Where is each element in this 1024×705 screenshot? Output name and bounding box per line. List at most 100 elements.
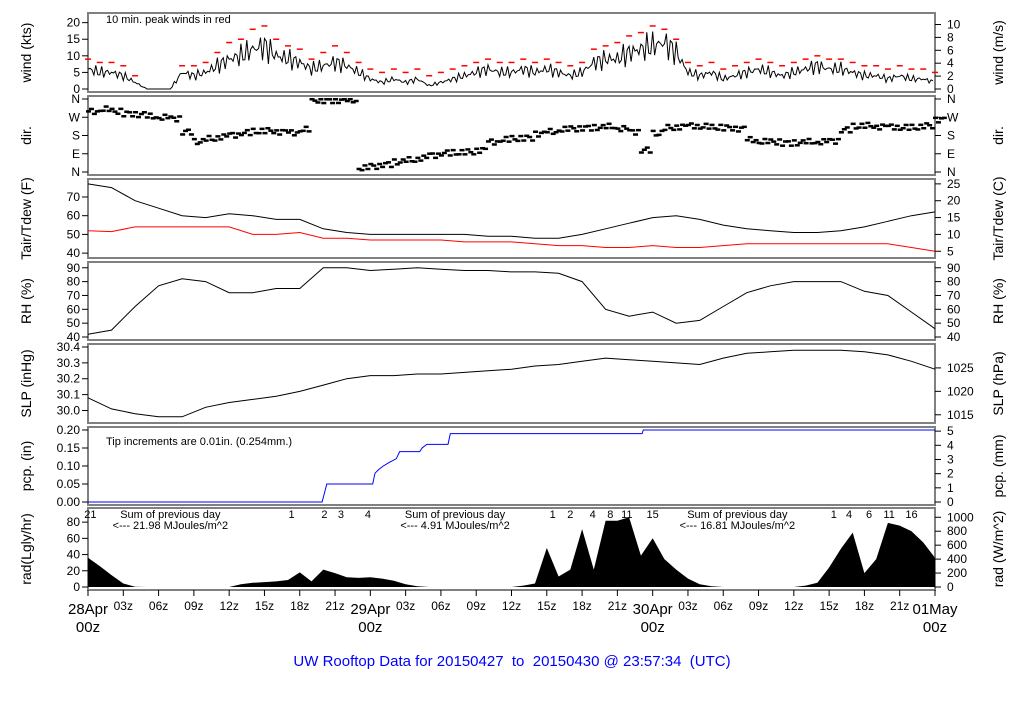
wind-direction-mark [777,138,783,141]
wind-direction-mark [153,116,159,119]
x-tick-label: 15z [255,599,274,613]
right-tick-label: 5 [947,424,954,438]
right-axis-label: rad (W/m^2) [990,511,1006,588]
wind-direction-mark [659,129,665,133]
rh-line [87,267,936,335]
wind-direction-mark [91,112,97,116]
wind-direction-mark [780,144,786,147]
wind-direction-mark [421,154,427,157]
tip-count-label: 1 [831,509,837,521]
wind-direction-mark [509,134,515,138]
wind-direction-mark [435,152,441,155]
y-tick-label: 30.4 [57,340,81,354]
wind-direction-mark [803,141,809,145]
right-tick-label: 4 [947,438,954,452]
wind-direction-mark [494,140,500,143]
wind-direction-mark [865,121,871,125]
wind-direction-mark [665,123,671,127]
wind-direction-mark [638,151,644,154]
y-tick-label: 30.0 [57,403,81,417]
wind-direction-mark [583,125,589,128]
right-tick-label: 1000 [947,510,974,524]
right-tick-label: 60 [947,302,961,316]
wind-direction-mark [168,115,174,118]
wind-direction-mark [397,161,403,164]
wind-direction-mark [209,138,215,142]
wind-direction-mark [288,129,294,132]
date-label: 29Apr [350,601,390,618]
wind-direction-mark [86,110,91,113]
wind-direction-mark [94,110,100,113]
wind-direction-mark [359,168,365,172]
wind-direction-mark [121,115,127,118]
wind-direction-mark [744,138,750,142]
wind-direction-mark [356,167,362,171]
wind-direction-mark [180,133,186,136]
right-axis-label: dir. [990,126,1006,145]
wind-direction-mark [815,140,821,144]
wind-direction-mark [130,115,136,118]
wind-direction-mark [597,126,603,130]
wind-direction-mark [535,135,541,138]
wind-direction-mark [191,137,197,141]
wind-direction-mark [230,131,236,135]
y-tick-label: 20 [67,16,81,30]
wind-direction-mark [224,135,230,138]
y-tick-label: N [71,92,80,106]
wind-direction-mark [874,124,880,128]
right-tick-label: S [947,129,955,143]
wind-direction-mark [565,129,571,132]
wind-direction-mark [471,153,477,156]
x-tick-label: 06z [149,599,168,613]
wind-direction-mark [721,129,727,132]
y-axis-label: RH (%) [18,278,34,324]
wind-direction-mark [315,101,321,104]
wind-direction-mark [165,116,171,120]
wind-direction-mark [241,131,247,135]
y-tick-label: 40 [67,246,81,260]
wind-direction-mark [544,131,550,134]
tip-count-label: 4 [590,509,596,521]
y-tick-label: 0.05 [57,477,81,491]
right-axis-label: Tair/Tdew (C) [990,176,1006,260]
wind-direction-mark [697,127,703,130]
wind-direction-mark [630,129,636,132]
x-tick-label: 12z [502,599,521,613]
right-tick-label: E [947,147,955,161]
wind-direction-mark [730,129,736,132]
wind-direction-mark [280,128,286,132]
wind-direction-mark [497,140,503,143]
wind-direction-mark [318,98,324,101]
wind-direction-mark [221,133,227,136]
wind-direction-mark [441,151,447,155]
wind-direction-mark [609,126,615,130]
y-tick-label: 90 [67,261,81,275]
wind-direction-mark [447,154,453,157]
right-tick-label: 8 [947,30,954,44]
wind-direction-mark [662,128,668,132]
wind-direction-mark [218,138,224,141]
wind-direction-mark [888,123,894,126]
y-tick-label: 5 [73,65,80,79]
wind-direction-mark [706,127,712,130]
right-tick-label: 1015 [947,408,974,422]
wind-direction-mark [459,148,465,152]
wind-direction-mark [897,128,903,131]
wind-direction-mark [247,133,253,137]
y-tick-label: 40 [67,330,81,344]
date-hour-label: 00z [358,619,382,636]
y-tick-label: 0.20 [57,423,81,437]
wind-direction-mark [591,123,597,127]
wind-direction-mark [838,131,844,134]
wind-direction-mark [594,128,600,132]
wind-direction-mark [518,134,524,138]
y-tick-label: 30.2 [57,372,81,386]
wind-direction-mark [547,127,553,131]
wind-direction-mark [477,151,483,155]
x-tick-label: 15z [537,599,556,613]
wind-direction-mark [500,139,506,143]
wind-direction-mark [615,127,621,130]
wind-direction-mark [671,128,677,132]
wind-direction-mark [824,140,830,144]
date-hour-label: 00z [923,619,947,636]
